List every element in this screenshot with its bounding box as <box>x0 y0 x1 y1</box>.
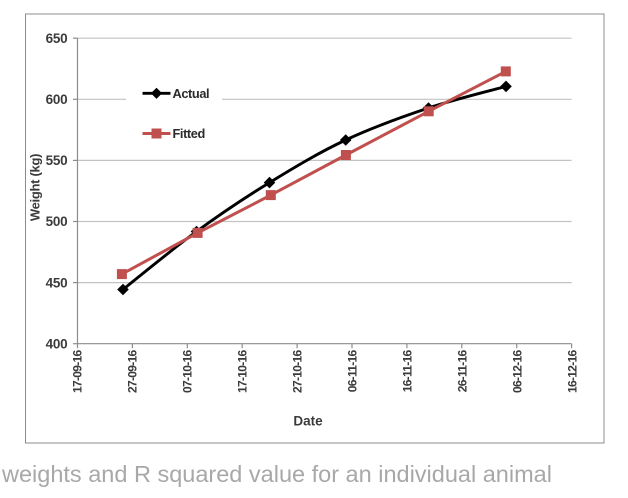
svg-text:600: 600 <box>46 92 68 107</box>
svg-text:Date: Date <box>293 414 323 429</box>
svg-text:Actual: Actual <box>173 86 210 101</box>
svg-text:17-09-16: 17-09-16 <box>71 349 85 392</box>
svg-text:16-12-16: 16-12-16 <box>566 349 580 392</box>
svg-text:Fitted: Fitted <box>173 126 205 141</box>
svg-text:500: 500 <box>46 214 68 229</box>
svg-text:550: 550 <box>46 153 68 168</box>
svg-text:weights and R squared value fo: weights and R squared value for an indiv… <box>1 461 552 487</box>
svg-text:06-12-16: 06-12-16 <box>511 349 525 392</box>
svg-text:450: 450 <box>46 275 68 290</box>
svg-text:Weight (kg): Weight (kg) <box>28 154 43 221</box>
svg-text:16-11-16: 16-11-16 <box>401 349 415 392</box>
svg-text:27-10-16: 27-10-16 <box>291 349 305 392</box>
svg-text:400: 400 <box>46 336 68 351</box>
svg-text:07-10-16: 07-10-16 <box>181 349 195 392</box>
svg-text:650: 650 <box>46 31 68 46</box>
svg-text:26-11-16: 26-11-16 <box>456 349 470 392</box>
svg-text:27-09-16: 27-09-16 <box>126 349 140 392</box>
svg-text:17-10-16: 17-10-16 <box>236 349 250 392</box>
svg-text:06-11-16: 06-11-16 <box>346 349 360 392</box>
